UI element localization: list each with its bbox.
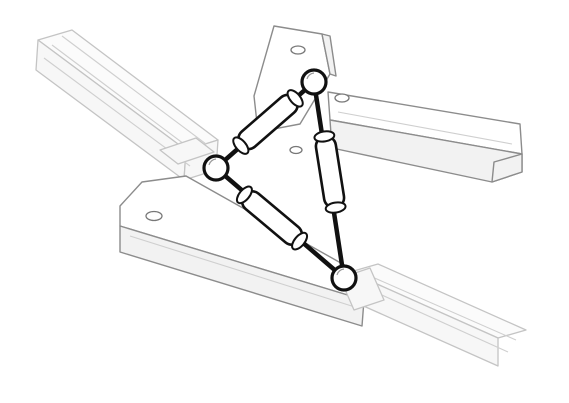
right-rail bbox=[339, 263, 527, 367]
left-upper-actuator bbox=[213, 79, 317, 171]
bottom-joint bbox=[330, 264, 358, 292]
lower-actuator bbox=[213, 165, 347, 281]
left-rail bbox=[35, 29, 219, 181]
left-joint bbox=[202, 154, 230, 182]
plate-hole bbox=[334, 93, 350, 103]
top-joint bbox=[300, 68, 328, 96]
upper-right-plate bbox=[327, 91, 523, 183]
lower-plate-hole bbox=[145, 210, 163, 222]
fin-hole-upper bbox=[290, 45, 306, 55]
fin-hole-lower bbox=[289, 145, 303, 155]
right-actuator bbox=[311, 79, 347, 281]
